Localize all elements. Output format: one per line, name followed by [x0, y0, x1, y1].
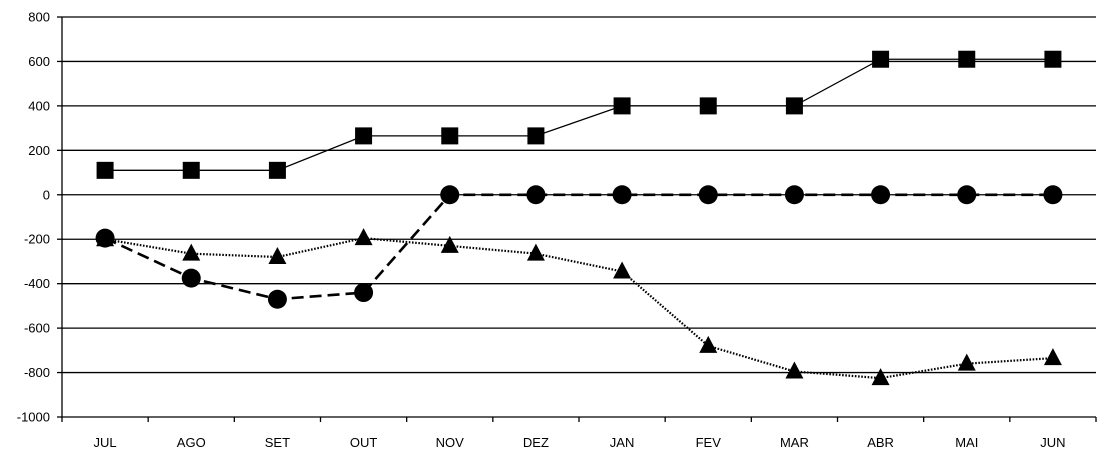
data-point [181, 268, 201, 288]
data-point [96, 229, 115, 247]
x-axis: JUL AGO SET OUT NOV DEZ JAN FEV MAR ABR MAI JUN [61, 417, 1097, 450]
series-square [96, 50, 1062, 179]
data-point [267, 289, 287, 309]
data-point [354, 283, 374, 303]
series-layer [95, 50, 1063, 386]
data-point [785, 361, 804, 379]
series-line [104, 193, 1053, 301]
data-point [268, 161, 286, 179]
y-tick-label: 200 [28, 143, 50, 158]
data-point [355, 127, 373, 145]
data-point [699, 97, 717, 115]
data-point [526, 185, 546, 205]
y-tick-label: 0 [43, 187, 50, 202]
x-tick-label: SET [265, 435, 290, 450]
x-tick-label: DEZ [523, 435, 549, 450]
data-point [612, 185, 632, 205]
x-tick-label: AGO [177, 435, 206, 450]
y-tick-label: 400 [28, 98, 50, 113]
data-point [526, 243, 545, 261]
data-point [1043, 185, 1063, 205]
y-tick-label: -800 [24, 365, 50, 380]
data-point [1044, 50, 1062, 68]
data-point [182, 243, 201, 261]
data-point [872, 50, 890, 68]
data-point [613, 261, 632, 279]
data-point [871, 368, 890, 386]
data-point [441, 127, 459, 145]
data-point [699, 335, 718, 353]
y-tick-label: 800 [28, 10, 50, 25]
data-point [613, 97, 631, 115]
data-point [268, 247, 287, 264]
data-point [957, 185, 977, 205]
y-tick-label: -200 [24, 232, 50, 247]
x-tick-label: OUT [350, 435, 378, 450]
data-point [96, 161, 114, 179]
series-line [105, 58, 1053, 171]
data-point [698, 185, 718, 205]
series-circle [95, 185, 1063, 309]
x-tick-label: MAI [955, 435, 978, 450]
data-point [871, 185, 891, 205]
y-axis: 800 600 400 200 0 -200 -400 -600 -800 -1000 [17, 10, 63, 425]
y-tick-label: -600 [24, 321, 50, 336]
data-point [1043, 348, 1062, 366]
series-line [104, 237, 1053, 380]
x-tick-label: JAN [610, 435, 635, 450]
series-triangle [96, 228, 1062, 386]
data-point [182, 161, 200, 179]
x-tick-label: MAR [780, 435, 809, 450]
data-point [440, 235, 459, 253]
grid [62, 16, 1096, 418]
y-tick-label: -1000 [17, 410, 50, 425]
data-point [354, 228, 373, 246]
data-point [527, 127, 545, 145]
x-tick-label: JUN [1040, 435, 1065, 450]
y-tick-label: 600 [28, 54, 50, 69]
x-tick-label: JUL [94, 435, 117, 450]
data-point [440, 185, 460, 205]
x-tick-label: FEV [696, 435, 722, 450]
data-point [957, 353, 976, 371]
x-tick-label: ABR [867, 435, 894, 450]
data-point [785, 97, 803, 115]
data-point [784, 185, 804, 205]
y-tick-label: -400 [24, 276, 50, 291]
x-tick-label: NOV [436, 435, 465, 450]
data-point [958, 50, 976, 68]
